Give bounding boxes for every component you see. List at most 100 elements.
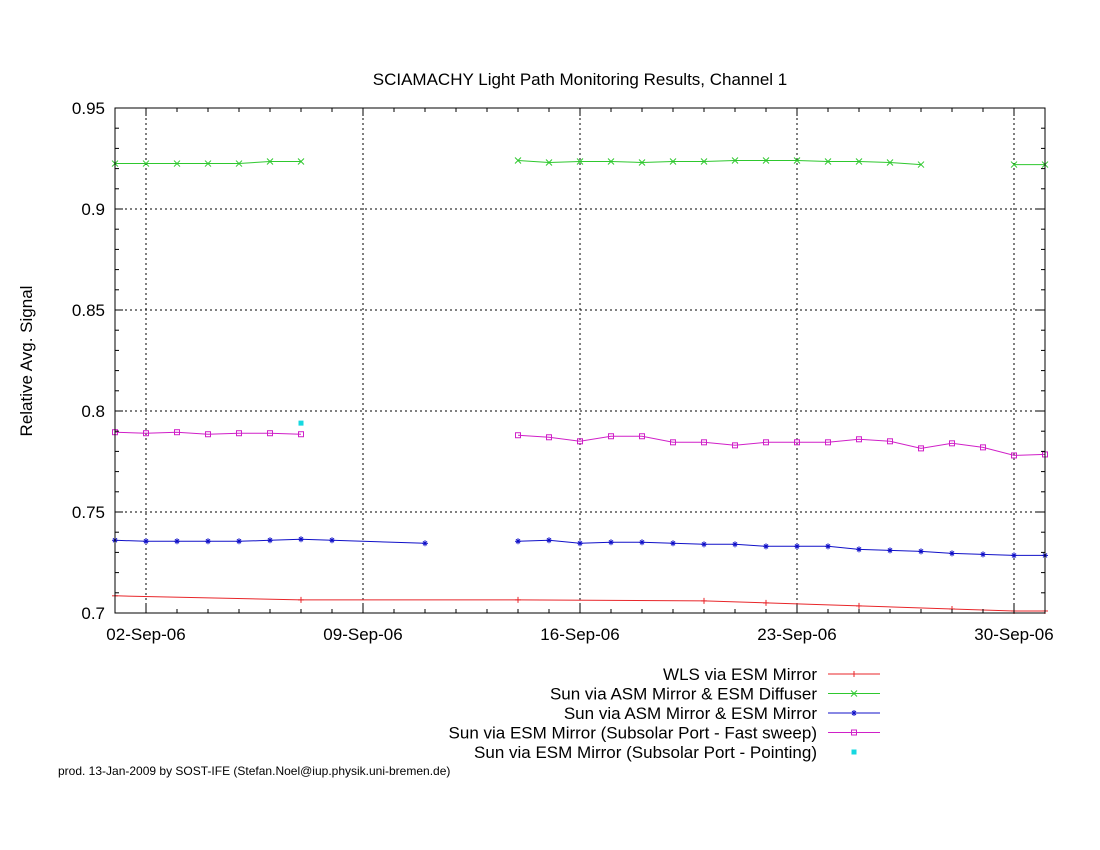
data-point <box>577 540 583 547</box>
data-point <box>670 540 676 547</box>
x-tick-label: 09-Sep-06 <box>323 625 402 644</box>
chart-title: SCIAMACHY Light Path Monitoring Results,… <box>373 70 788 89</box>
data-point <box>204 160 212 167</box>
data-point <box>515 432 521 439</box>
series-line <box>517 160 922 166</box>
data-point <box>949 550 955 557</box>
data-point <box>515 538 521 545</box>
data-point <box>701 439 707 446</box>
series-5 <box>298 420 304 426</box>
data-point <box>850 690 858 697</box>
data-point <box>856 546 862 553</box>
data-point <box>917 161 925 168</box>
data-point <box>886 159 894 166</box>
data-point <box>851 671 857 677</box>
data-point <box>143 538 149 545</box>
data-point <box>887 438 893 445</box>
series-line <box>114 431 302 435</box>
data-point <box>980 551 986 558</box>
legend-label: Sun via ESM Mirror (Subsolar Port - Poin… <box>474 743 817 762</box>
data-point <box>794 543 800 550</box>
data-point <box>298 536 304 543</box>
data-point <box>855 158 863 165</box>
data-point <box>266 158 274 165</box>
series-2 <box>111 157 1049 168</box>
data-point <box>514 157 522 164</box>
data-point <box>732 442 738 449</box>
data-point <box>577 438 583 445</box>
data-point <box>1011 552 1017 559</box>
series-3 <box>112 536 1048 559</box>
data-point <box>329 537 335 544</box>
data-point <box>763 439 769 446</box>
data-point <box>422 540 428 547</box>
data-point <box>297 158 305 165</box>
legend-label: Sun via ASM Mirror & ESM Mirror <box>564 704 817 723</box>
axis-ticks: 0.7 0.75 0.8 0.85 0.9 0.95 02-Sep-06 09-Sep-06 1… <box>72 99 1054 644</box>
data-point <box>851 710 857 716</box>
x-tick-label: 02-Sep-06 <box>106 625 185 644</box>
plot-series <box>111 157 1049 614</box>
data-point <box>763 543 769 550</box>
data-point <box>174 429 180 436</box>
data-point <box>608 433 614 440</box>
data-point <box>515 596 521 603</box>
data-point <box>546 537 552 544</box>
data-point <box>701 597 707 604</box>
data-point <box>731 157 739 164</box>
y-tick-label: 0.75 <box>72 503 105 522</box>
grid-lines <box>115 108 1045 613</box>
data-point <box>918 445 924 452</box>
data-point <box>918 548 924 555</box>
data-point <box>298 431 304 438</box>
series-line <box>517 539 1045 556</box>
data-point <box>205 431 211 438</box>
data-point <box>639 539 645 546</box>
legend-label: WLS via ESM Mirror <box>663 665 817 684</box>
data-point <box>173 160 181 167</box>
credit-text: prod. 13-Jan-2009 by SOST-IFE (Stefan.No… <box>58 764 451 778</box>
data-point <box>143 430 149 437</box>
data-point <box>267 537 273 544</box>
y-tick-label: 0.9 <box>81 200 105 219</box>
series-line <box>517 434 1046 456</box>
data-point <box>267 430 273 437</box>
legend-label: Sun via ESM Mirror (Subsolar Port - Fast… <box>449 724 817 743</box>
data-point <box>825 439 831 446</box>
data-point <box>851 729 857 736</box>
x-tick-label: 16-Sep-06 <box>540 625 619 644</box>
data-point <box>142 160 150 167</box>
data-point <box>236 430 242 437</box>
data-point <box>762 157 770 164</box>
data-point <box>639 433 645 440</box>
data-point <box>236 538 242 545</box>
data-point <box>794 439 800 446</box>
data-point <box>174 538 180 545</box>
data-point <box>608 539 614 546</box>
data-point <box>235 160 243 167</box>
data-point <box>763 599 769 606</box>
data-point <box>824 158 832 165</box>
data-point <box>887 547 893 554</box>
legend-label: Sun via ASM Mirror & ESM Diffuser <box>550 685 817 704</box>
y-tick-label: 0.8 <box>81 402 105 421</box>
x-tick-label: 30-Sep-06 <box>974 625 1053 644</box>
data-point <box>980 444 986 451</box>
data-point <box>825 543 831 550</box>
data-point <box>856 602 862 609</box>
data-point <box>670 439 676 446</box>
y-axis-label: Relative Avg. Signal <box>17 286 36 437</box>
data-point <box>205 538 211 545</box>
series-4 <box>112 429 1048 459</box>
data-point <box>701 541 707 548</box>
data-point <box>700 158 708 165</box>
data-point <box>607 158 615 165</box>
data-point <box>576 158 584 165</box>
data-point <box>1010 161 1018 168</box>
data-point <box>793 157 801 164</box>
y-tick-label: 0.95 <box>72 99 105 118</box>
data-point <box>851 749 857 755</box>
data-point <box>1011 452 1017 459</box>
